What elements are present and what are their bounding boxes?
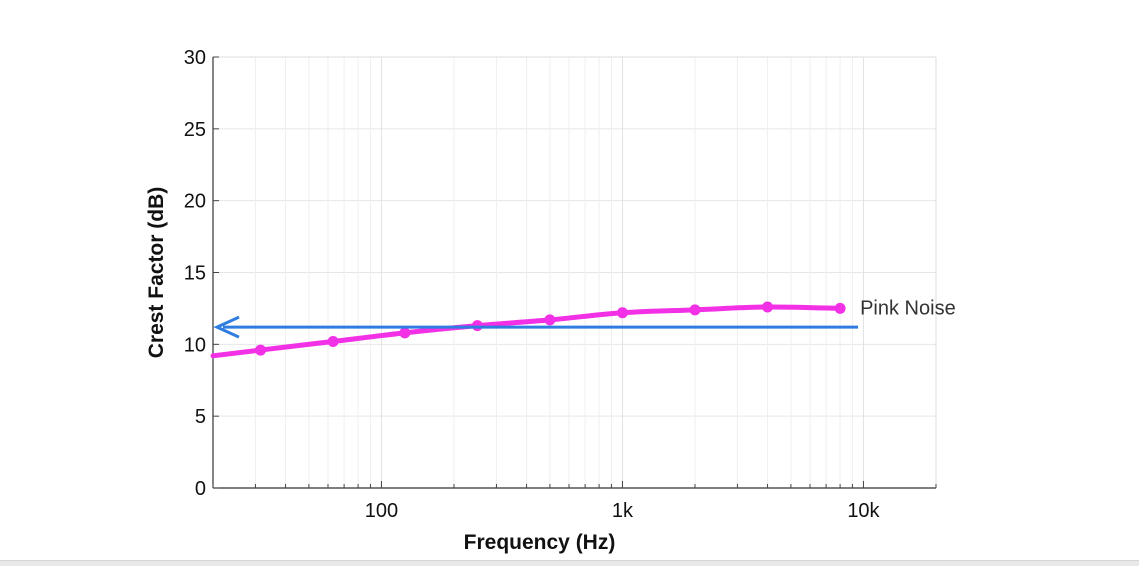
data-point (616, 307, 628, 319)
x-tick-label: 1k (612, 500, 634, 522)
data-point (327, 335, 339, 347)
grid-lines (212, 56, 937, 489)
series-layer: Pink Noise (210, 297, 956, 359)
data-point (255, 344, 267, 356)
y-tick-label: 10 (184, 334, 206, 356)
axes (212, 56, 937, 489)
data-point (689, 304, 701, 316)
x-axis-ticks: 100 1k 10k (212, 481, 937, 522)
series-label-pink-noise: Pink Noise (860, 297, 956, 319)
y-axis-title: Crest Factor (dB) (145, 187, 168, 359)
y-tick-label: 20 (184, 191, 206, 213)
y-tick-label: 15 (184, 263, 206, 285)
series-line-pink-noise (210, 304, 843, 359)
window-bottom-edge (0, 560, 1139, 566)
y-tick-label: 30 (184, 47, 206, 69)
y-axis-ticks: 0 5 10 15 20 25 30 (184, 47, 219, 500)
x-tick-label: 100 (365, 500, 398, 522)
y-tick-label: 25 (184, 119, 206, 141)
y-tick-label: 0 (195, 478, 206, 500)
x-tick-label: 10k (847, 500, 880, 522)
x-axis-title: Frequency (Hz) (464, 531, 616, 554)
arrow-left-icon (213, 315, 240, 339)
data-point (762, 301, 774, 313)
y-tick-label: 5 (195, 406, 206, 428)
data-point (399, 327, 411, 339)
data-point (544, 314, 556, 326)
reference-line-layer (213, 315, 859, 339)
data-point (834, 302, 846, 314)
